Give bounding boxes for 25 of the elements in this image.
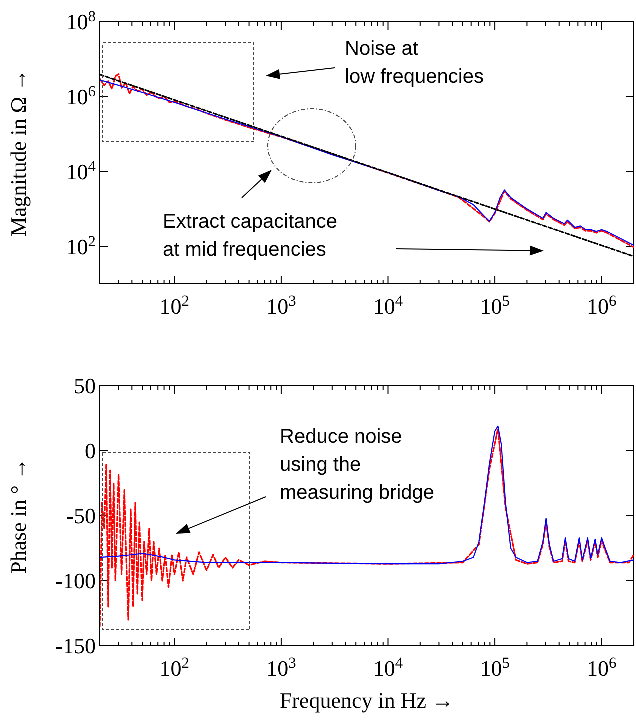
y-tick-label: 10$^{2}$ bbox=[66, 232, 96, 260]
x-tick-label: 10$^{5}$ bbox=[480, 654, 510, 681]
y-tick-label: -150 bbox=[56, 634, 96, 659]
y-tick-label: 10$^{4}$ bbox=[66, 158, 96, 184]
x-tick-label: 10$^{4}$ bbox=[373, 292, 404, 319]
x-tick-label: 10$^{2}$ bbox=[160, 654, 190, 681]
annotation: Reduce noise using the measuring bridge bbox=[280, 426, 435, 504]
y-axis-title: Phase in ° → bbox=[6, 458, 31, 574]
y-tick-label: 10$^{8}$ bbox=[66, 8, 96, 35]
y-axis-title: Magnitude in Ω → bbox=[6, 69, 31, 237]
annotation: Noise at low frequencies bbox=[345, 38, 484, 88]
y-tick-label: 50 bbox=[74, 374, 96, 399]
annotation: Extract capacitance at mid frequencies bbox=[163, 211, 338, 261]
y-tick-label: 10$^{6}$ bbox=[66, 83, 96, 110]
x-tick-label: 10$^{3}$ bbox=[266, 292, 297, 319]
y-tick-label: -100 bbox=[56, 568, 96, 594]
x-tick-label: 10$^{6}$ bbox=[587, 292, 617, 319]
x-tick-label: 10$^{3}$ bbox=[266, 654, 297, 681]
x-tick-label: 10$^{6}$ bbox=[587, 654, 617, 681]
x-tick-label: 10$^{4}$ bbox=[373, 654, 404, 681]
x-tick-label: 10$^{2}$ bbox=[160, 292, 190, 319]
x-axis-title: Frequency in Hz → bbox=[280, 688, 454, 713]
y-tick-label: 0 bbox=[85, 438, 96, 464]
y-tick-label: -50 bbox=[66, 504, 96, 529]
x-tick-label: 10$^{5}$ bbox=[480, 292, 510, 319]
